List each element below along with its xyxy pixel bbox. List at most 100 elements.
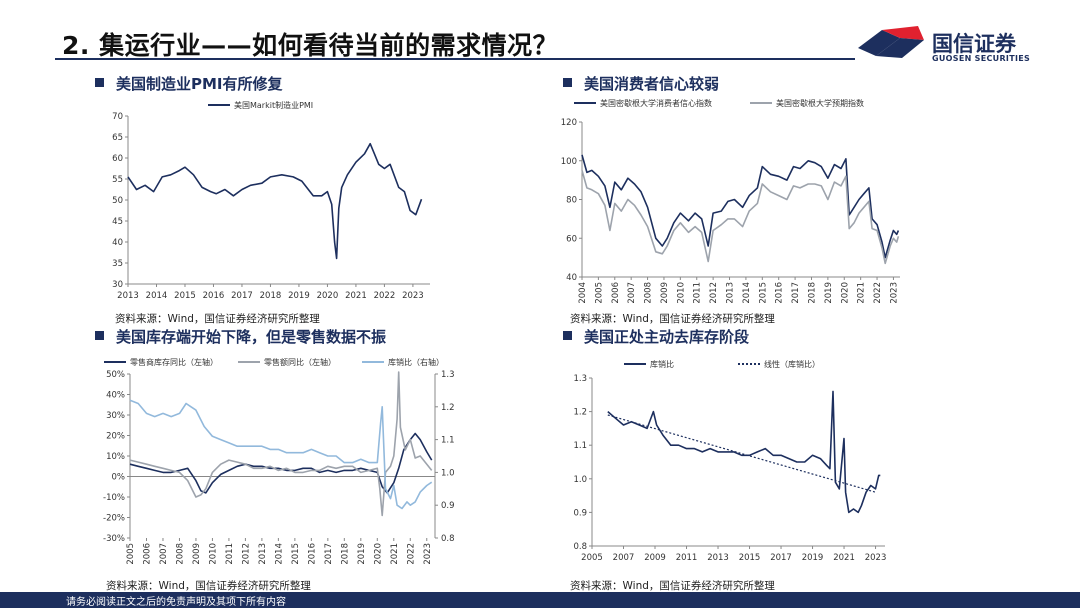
- x-tick-label: 2020: [317, 291, 339, 301]
- bullet-square-icon: [563, 78, 572, 87]
- x-tick-label: 2023: [402, 291, 424, 301]
- x-tick-label: 2004: [578, 282, 588, 304]
- x-tick-label: 2019: [824, 282, 834, 304]
- series-line-1: [127, 142, 423, 260]
- y-tick-label: 50%: [106, 370, 125, 380]
- y-right-tick-label: 0.8: [441, 534, 455, 544]
- logo-name-en: GUOSEN SECURITIES: [932, 54, 1031, 63]
- panel-3-heading: 美国库存端开始下降，但是零售数据不振: [95, 326, 386, 347]
- x-tick-label: 2017: [324, 543, 334, 565]
- bullet-square-icon: [95, 78, 104, 87]
- y-tick-label: 120: [561, 118, 577, 128]
- legend-label: 零售额同比（左轴）: [264, 357, 336, 367]
- y-tick-label: 10%: [106, 452, 125, 462]
- y-tick-label: 0.9: [573, 508, 587, 518]
- x-tick-label: 2023: [423, 543, 433, 565]
- y-tick-label: 1.1: [573, 441, 587, 451]
- x-tick-label: 2022: [374, 291, 396, 301]
- x-tick-label: 2014: [274, 543, 284, 565]
- x-tick-label: 2021: [345, 291, 367, 301]
- y-tick-label: 45: [112, 217, 123, 227]
- x-tick-label: 2020: [373, 543, 383, 565]
- x-tick-label: 2017: [231, 291, 253, 301]
- brand-logo: 国信证券 GUOSEN SECURITIES: [858, 24, 1058, 64]
- panel-3-title: 美国库存端开始下降，但是零售数据不振: [116, 328, 387, 346]
- panel-4-source: 资料来源：Wind，国信证券经济研究所整理: [570, 580, 775, 592]
- x-tick-label: 2006: [142, 543, 152, 565]
- logo-name-cn: 国信证券: [932, 32, 1016, 56]
- x-tick-label: 2010: [676, 282, 686, 304]
- legend-label: 库销比（右轴）: [388, 357, 444, 367]
- x-tick-label: 2016: [307, 543, 317, 565]
- legend-label: 美国Markit制造业PMI: [234, 100, 313, 110]
- x-tick-label: 2011: [225, 543, 235, 565]
- x-tick-label: 2008: [175, 543, 185, 565]
- y-right-tick-label: 1.3: [441, 370, 455, 380]
- x-tick-label: 2008: [644, 282, 654, 304]
- x-tick-label: 2016: [203, 291, 225, 301]
- legend-label: 库销比: [650, 359, 674, 369]
- series-line-2: [129, 371, 433, 517]
- footer-bar: 请务必阅读正文之后的免责声明及其项下所有内容: [0, 592, 1080, 608]
- x-tick-label: 2020: [840, 282, 850, 304]
- x-tick-label: 2022: [406, 543, 416, 565]
- x-tick-label: 2019: [288, 291, 310, 301]
- x-tick-label: 2009: [660, 282, 670, 304]
- panel-1-heading: 美国制造业PMI有所修复: [95, 73, 283, 94]
- x-tick-label: 2007: [627, 282, 637, 304]
- y-tick-label: 70: [112, 112, 123, 122]
- x-tick-label: 2013: [117, 291, 139, 301]
- y-tick-label: 0.8: [573, 542, 587, 552]
- y-tick-label: -10%: [103, 493, 125, 503]
- x-tick-label: 2023: [865, 553, 887, 563]
- y-tick-label: 1.3: [573, 374, 587, 384]
- x-tick-label: 2005: [126, 543, 136, 565]
- x-tick-label: 2014: [146, 291, 168, 301]
- y-right-tick-label: 1.0: [441, 468, 455, 478]
- x-tick-label: 2013: [707, 553, 729, 563]
- x-tick-label: 2006: [611, 282, 621, 304]
- bullet-square-icon: [95, 331, 104, 340]
- legend-label: 美国密歇根大学预期指数: [776, 98, 864, 108]
- x-tick-label: 2010: [208, 543, 218, 565]
- x-tick-label: 2011: [693, 282, 703, 304]
- x-tick-label: 2007: [159, 543, 169, 565]
- x-tick-label: 2015: [739, 553, 761, 563]
- panel-4-title: 美国正处主动去库存阶段: [584, 328, 750, 346]
- x-tick-label: 2005: [581, 553, 603, 563]
- x-tick-label: 2013: [258, 543, 268, 565]
- legend-label: 零售商库存同比（左轴）: [130, 357, 218, 367]
- panel-2-source: 资料来源：Wind，国信证券经济研究所整理: [570, 313, 775, 325]
- x-tick-label: 2009: [644, 553, 666, 563]
- x-tick-label: 2015: [758, 282, 768, 304]
- y-tick-label: 40%: [106, 391, 125, 401]
- x-tick-label: 2018: [260, 291, 282, 301]
- x-tick-label: 2023: [889, 282, 899, 304]
- page-title: 2. 集运行业——如何看待当前的需求情况？: [62, 31, 559, 60]
- logo-mark-icon: [858, 26, 924, 58]
- panel-2-title: 美国消费者信心较弱: [584, 75, 720, 93]
- series-line-2: [581, 170, 900, 265]
- panel-1-title: 美国制造业PMI有所修复: [116, 75, 283, 93]
- panel-3-source: 资料来源：Wind，国信证券经济研究所整理: [106, 580, 311, 592]
- x-tick-label: 2018: [340, 543, 350, 565]
- x-tick-label: 2005: [594, 282, 604, 304]
- chart-inventory-sales-ratio: 0.8 0.9 1.0 1.1 1.2 1.3 2005 2007 2009 2011 2013 20…: [573, 359, 887, 563]
- x-tick-label: 2021: [833, 553, 855, 563]
- y-tick-label: 80: [566, 196, 577, 206]
- y-tick-label: 50: [112, 196, 123, 206]
- series-line-1: [581, 154, 900, 259]
- panel-1-source: 资料来源：Wind，国信证券经济研究所整理: [115, 313, 320, 325]
- x-tick-label: 2009: [192, 543, 202, 565]
- x-tick-label: 2019: [802, 553, 824, 563]
- bullet-square-icon: [563, 331, 572, 340]
- series-line-1: [129, 432, 433, 494]
- x-tick-label: 2011: [676, 553, 698, 563]
- y-tick-label: 0%: [112, 473, 126, 483]
- legend-label: 美国密歇根大学消费者信心指数: [600, 98, 712, 108]
- y-tick-label: -20%: [103, 514, 125, 524]
- x-tick-label: 2017: [770, 553, 792, 563]
- y-tick-label: 55: [112, 175, 123, 185]
- legend-label: 线性（库销比）: [764, 359, 820, 369]
- x-tick-label: 2021: [390, 543, 400, 565]
